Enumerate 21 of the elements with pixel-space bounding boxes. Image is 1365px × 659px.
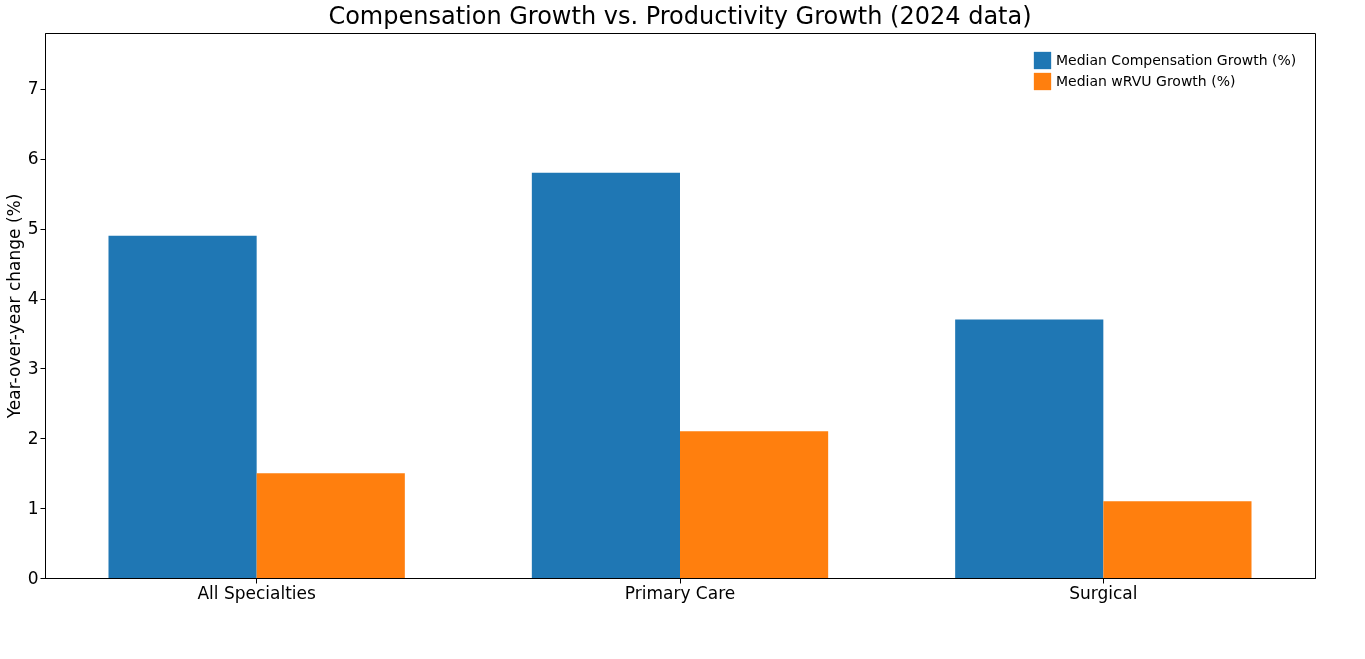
x-tick-label: Primary Care <box>624 582 736 603</box>
y-tick-label: 3 <box>27 357 39 378</box>
x-tick-label: All Specialties <box>197 582 317 603</box>
x-tick-label: Surgical <box>1069 582 1138 603</box>
bar <box>680 431 829 578</box>
y-tick-label: 0 <box>27 567 39 588</box>
y-tick-label: 5 <box>27 218 39 239</box>
y-axis-title: Year-over-year change (%) <box>3 193 24 420</box>
legend-label: Median wRVU Growth (%) <box>1056 72 1236 89</box>
y-tick-label: 2 <box>27 427 39 448</box>
y-tick-label: 7 <box>27 78 39 99</box>
legend-label: Median Compensation Growth (%) <box>1056 51 1297 68</box>
bar <box>108 235 257 578</box>
y-tick-label: 4 <box>27 288 39 309</box>
bar <box>256 473 405 578</box>
y-tick-label: 1 <box>27 497 39 518</box>
bar <box>955 319 1104 578</box>
bar <box>531 172 680 578</box>
chart-title: Compensation Growth vs. Productivity Growth (2024 data) <box>328 2 1032 30</box>
bar <box>1103 501 1252 578</box>
y-tick-label: 6 <box>27 148 39 169</box>
